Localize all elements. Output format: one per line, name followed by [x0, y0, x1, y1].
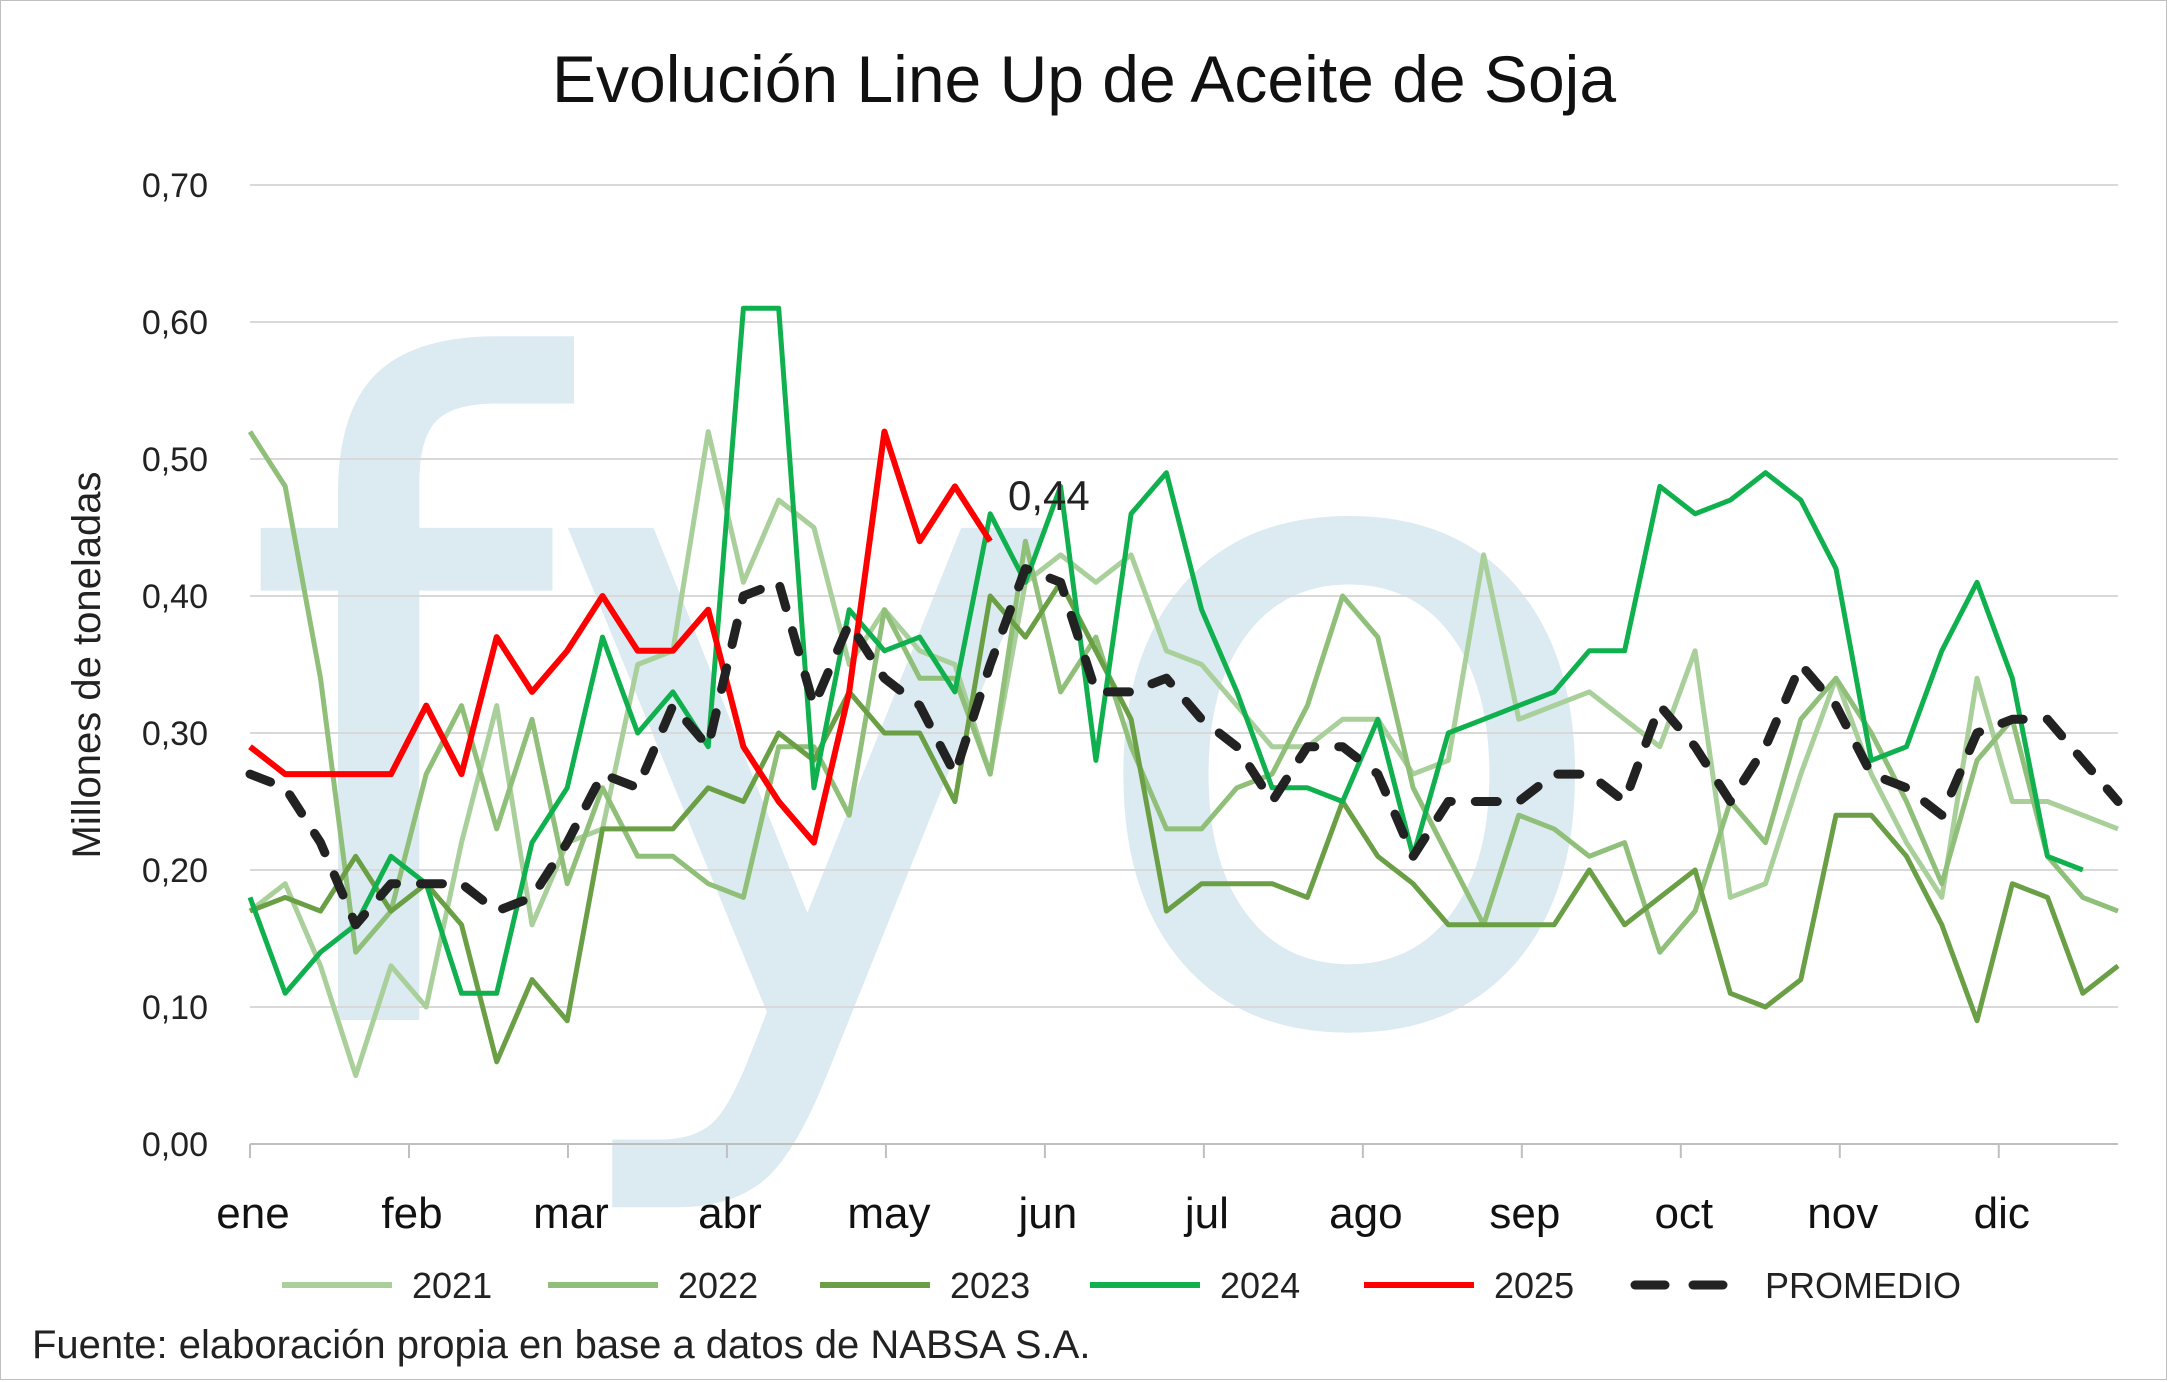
legend: 2021 2022 2023 2024 2025 PROMEDIO [282, 1265, 1961, 1306]
source-note: Fuente: elaboración propia en base a dat… [32, 1323, 1090, 1367]
series-line-promedio [245, 564, 2123, 930]
watermark: fyo [240, 186, 1624, 1233]
x-tick-label: abr [698, 1189, 762, 1238]
y-tick-label: 0,50 [142, 441, 208, 479]
x-tick-label: jun [1017, 1189, 1078, 1238]
y-axis-label: Millones de toneladas [65, 472, 109, 859]
x-tick-label: mar [533, 1189, 609, 1238]
x-tick-labels: ene feb mar abr may jun jul ago sep oct nov dic [216, 1189, 2030, 1238]
y-tick-labels: 0,00 0,10 0,20 0,30 0,40 0,50 0,60 0,70 [142, 167, 208, 1164]
x-axis [249, 1143, 2118, 1158]
y-tick-label: 0,60 [142, 304, 208, 342]
x-tick-label: ago [1329, 1189, 1402, 1238]
x-tick-label: feb [381, 1189, 442, 1238]
x-tick-label: sep [1489, 1189, 1560, 1238]
watermark-text: fyo [240, 186, 1624, 1233]
legend-label-2022: 2022 [678, 1265, 758, 1306]
x-tick-label: nov [1807, 1189, 1878, 1238]
x-tick-label: may [847, 1189, 930, 1238]
series-lines [245, 305, 2123, 1078]
x-tick-label: ene [216, 1189, 289, 1238]
y-tick-label: 0,00 [142, 1126, 208, 1164]
legend-label-2024: 2024 [1220, 1265, 1300, 1306]
series-line-2022 [247, 430, 2119, 955]
legend-label-2021: 2021 [412, 1265, 492, 1306]
x-tick-label: dic [1974, 1189, 2030, 1238]
gridlines [250, 184, 2118, 1008]
x-tick-label: oct [1654, 1189, 1713, 1238]
y-tick-label: 0,10 [142, 989, 208, 1027]
y-tick-label: 0,30 [142, 715, 208, 753]
data-label-last-2025: 0,44 [1008, 472, 1090, 519]
series-line-2024 [247, 305, 2084, 996]
x-tick-label: jul [1183, 1189, 1229, 1238]
legend-label-2023: 2023 [950, 1265, 1030, 1306]
y-tick-label: 0,40 [142, 578, 208, 616]
legend-label-promedio: PROMEDIO [1765, 1265, 1961, 1306]
y-tick-label: 0,70 [142, 167, 208, 205]
y-tick-label: 0,20 [142, 852, 208, 890]
legend-label-2025: 2025 [1494, 1265, 1574, 1306]
series-line-2025 [248, 428, 993, 846]
series-line-2023 [249, 579, 2120, 1065]
chart-title: Evolución Line Up de Aceite de Soja [552, 42, 1616, 116]
